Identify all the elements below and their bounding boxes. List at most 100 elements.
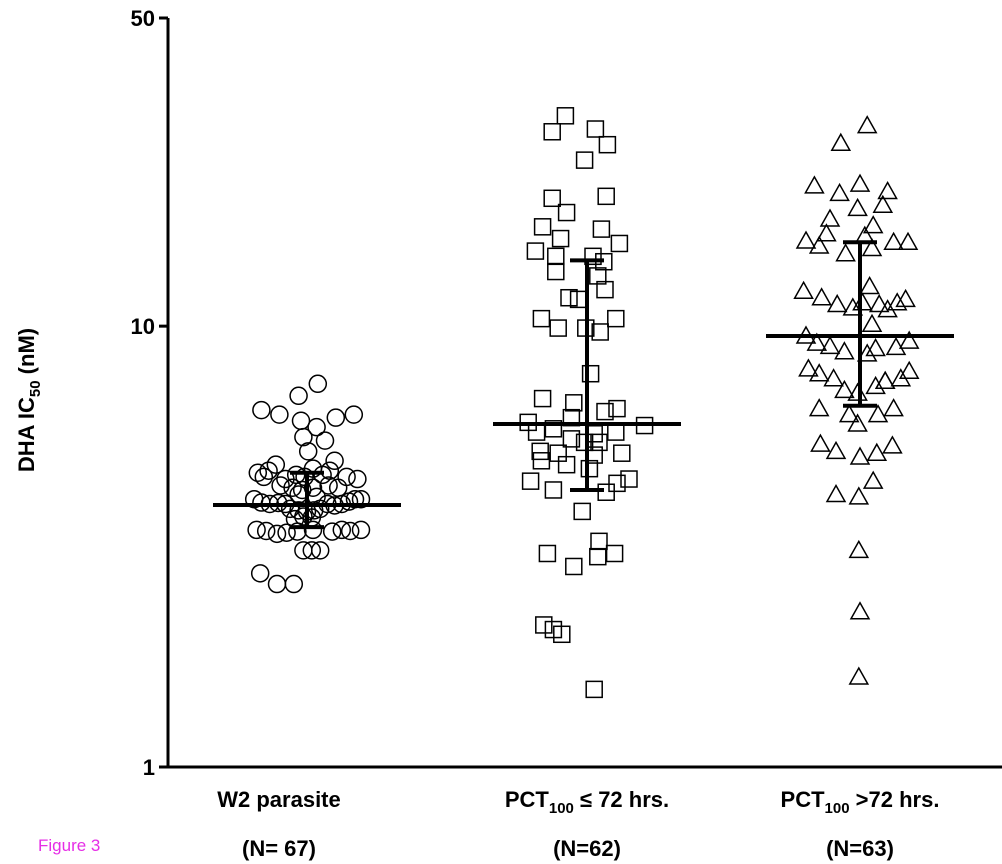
- data-point-square: [613, 444, 631, 462]
- category-label-main: PCT: [505, 787, 550, 812]
- data-point-square: [607, 309, 625, 328]
- data-point-square: [526, 242, 545, 260]
- data-point-square: [562, 430, 581, 448]
- data-point-circle: [283, 478, 302, 497]
- data-point-triangle: [885, 336, 907, 356]
- category-label-sub: 100: [825, 800, 850, 817]
- data-point-triangle: [883, 231, 904, 250]
- data-point-circle: [307, 417, 326, 437]
- category-label: W2 parasite: [217, 787, 341, 812]
- data-point-triangle: [895, 288, 916, 308]
- data-point-square: [589, 267, 607, 285]
- data-point-circle: [310, 541, 330, 560]
- category-n-label: (N= 67): [242, 836, 316, 861]
- data-point-triangle: [848, 486, 870, 505]
- data-point-circle: [313, 465, 332, 485]
- data-point-square: [584, 247, 602, 266]
- data-point-triangle: [862, 215, 884, 234]
- data-point-square: [596, 280, 614, 299]
- data-point-triangle: [830, 132, 852, 151]
- category-label-tail: >72 hrs.: [850, 787, 940, 812]
- data-point-square: [547, 262, 565, 281]
- data-point-triangle: [847, 197, 868, 217]
- data-point-square: [598, 135, 617, 154]
- data-point-square: [607, 423, 625, 441]
- data-point-square: [532, 452, 551, 470]
- data-point-square: [585, 680, 603, 699]
- data-point-square: [565, 557, 583, 576]
- data-point-triangle: [866, 442, 888, 461]
- data-point-square: [575, 433, 594, 452]
- data-point-triangle: [834, 341, 855, 360]
- data-point-circle: [340, 521, 360, 541]
- data-point-square: [590, 532, 608, 551]
- data-point-circle: [328, 478, 348, 497]
- data-point-square: [533, 389, 552, 408]
- data-point-square: [544, 481, 563, 499]
- data-point-triangle: [804, 175, 825, 194]
- data-point-circle: [250, 564, 270, 583]
- data-point-circle: [351, 520, 371, 540]
- y-tick-label: 50: [131, 6, 155, 31]
- data-point-triangle: [825, 440, 847, 460]
- data-point-triangle: [856, 115, 878, 134]
- data-point-circle: [303, 520, 323, 540]
- data-point-square: [531, 442, 549, 461]
- data-point-triangle: [838, 404, 860, 423]
- y-tick-label: 10: [131, 314, 155, 339]
- data-point-triangle: [808, 235, 830, 254]
- data-point-triangle: [795, 230, 817, 249]
- data-point-circle: [351, 489, 371, 509]
- data-point-square: [543, 123, 561, 141]
- data-point-square: [556, 107, 575, 125]
- data-point-triangle: [835, 243, 856, 262]
- data-point-square: [535, 616, 553, 634]
- data-point-circle: [267, 574, 287, 594]
- data-point-circle: [344, 405, 364, 424]
- data-point-square: [560, 288, 578, 307]
- data-point-triangle: [826, 293, 848, 313]
- data-point-triangle: [834, 379, 855, 399]
- data-point-triangle: [819, 208, 841, 227]
- data-point-square: [580, 459, 599, 478]
- data-point-square: [557, 203, 576, 222]
- data-point-circle: [266, 455, 286, 474]
- data-point-circle: [319, 476, 338, 495]
- data-point-triangle: [872, 194, 894, 214]
- data-point-circle: [254, 467, 274, 487]
- category-label: PCT100 >72 hrs.: [781, 787, 940, 817]
- data-point-triangle: [847, 413, 868, 432]
- data-point-circle: [348, 469, 367, 489]
- data-point-triangle: [847, 382, 868, 401]
- data-point-circle: [315, 431, 335, 450]
- data-point-square: [586, 120, 605, 138]
- data-point-triangle: [883, 398, 904, 417]
- data-point-triangle: [849, 601, 871, 620]
- data-point-circle: [247, 520, 266, 540]
- data-point-triangle: [808, 398, 830, 417]
- data-point-square: [533, 218, 552, 236]
- data-point-triangle: [852, 292, 873, 311]
- data-point-triangle: [816, 223, 837, 242]
- data-point-circle: [291, 411, 311, 431]
- data-point-square: [592, 220, 611, 238]
- data-point-triangle: [848, 666, 870, 685]
- data-point-triangle: [877, 299, 898, 318]
- data-point-square: [581, 364, 600, 383]
- data-point-square: [589, 547, 607, 566]
- data-point-square: [591, 323, 609, 341]
- data-point-square: [597, 483, 615, 501]
- data-point-square: [538, 544, 557, 563]
- data-point-circle: [326, 408, 346, 427]
- data-point-triangle: [849, 173, 871, 192]
- data-point-circle: [277, 523, 296, 542]
- data-points: [244, 107, 920, 699]
- data-point-triangle: [829, 182, 850, 202]
- data-point-square: [521, 472, 540, 490]
- data-point-triangle: [874, 370, 896, 389]
- category-label: PCT100 ≤ 72 hrs.: [505, 787, 669, 817]
- data-point-triangle: [859, 275, 880, 295]
- category-label-main: W2 parasite: [217, 787, 341, 812]
- category-label-sub: 100: [549, 800, 574, 817]
- data-point-square: [610, 234, 629, 253]
